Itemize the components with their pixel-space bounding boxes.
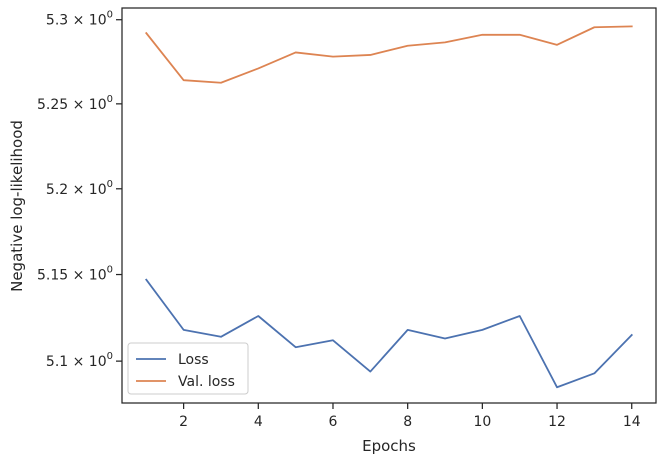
x-tick-label: 6 <box>329 414 338 430</box>
plot-area <box>121 7 657 404</box>
x-axis-ticks: 2 4 6 8 10 12 14 <box>179 403 641 430</box>
legend-label-val-loss: Val. loss <box>178 374 235 390</box>
series-line-val-loss <box>145 25 633 84</box>
legend: Loss Val. loss <box>127 342 249 395</box>
series-line-loss <box>145 278 634 389</box>
y-axis-ticks: 5.1 × 100 5.15 × 100 5.2 × 100 5.25 × 100 5.… <box>37 10 122 370</box>
x-tick-label: 4 <box>254 414 263 430</box>
x-tick-label: 8 <box>403 414 412 430</box>
y-axis-label: Negative log-likelihood <box>8 120 26 292</box>
y-tick-label: 5.2 × 100 <box>46 179 113 198</box>
legend-label-loss: Loss <box>178 352 209 368</box>
y-tick-label: 5.1 × 100 <box>46 351 113 370</box>
x-tick-label: 12 <box>548 414 566 430</box>
x-tick-label: 10 <box>473 414 491 430</box>
y-tick-label: 5.15 × 100 <box>37 265 113 284</box>
y-tick-label: 5.25 × 100 <box>37 94 113 113</box>
x-tick-label: 2 <box>179 414 188 430</box>
y-tick-label: 5.3 × 100 <box>46 10 113 29</box>
x-tick-label: 14 <box>623 414 641 430</box>
x-axis-label: Epochs <box>362 437 416 455</box>
series-lines <box>145 25 634 389</box>
